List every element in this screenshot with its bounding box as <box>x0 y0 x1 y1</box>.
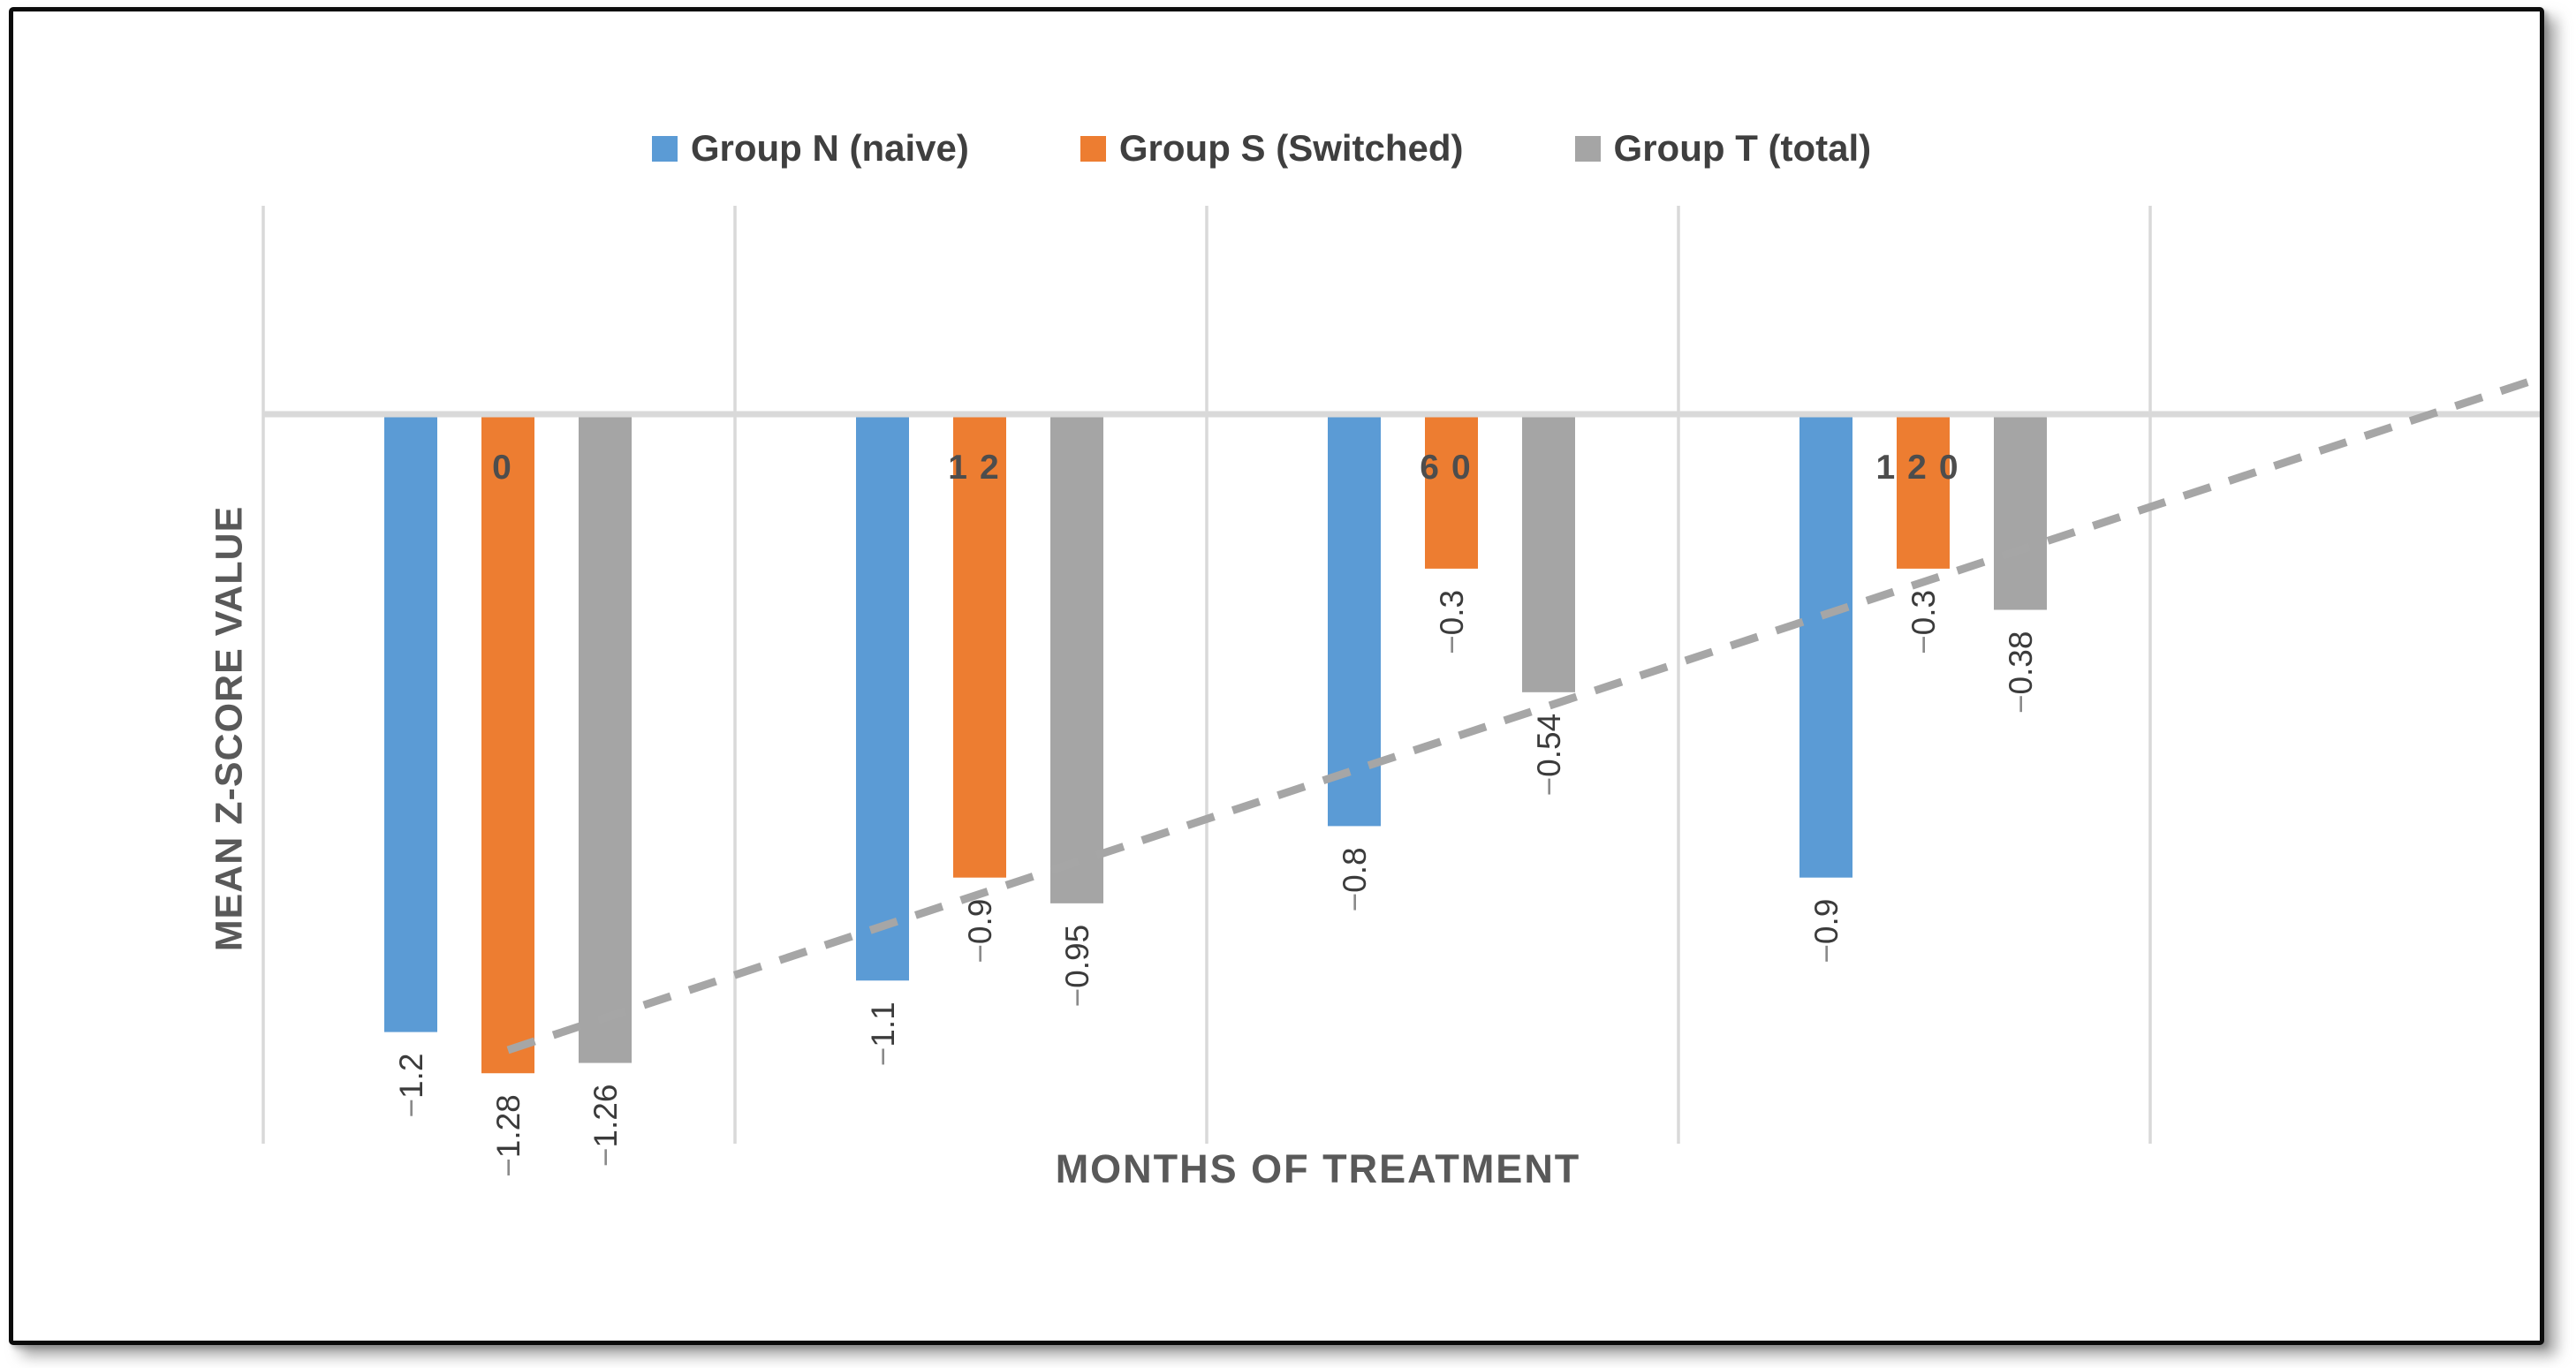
value-label-series1-cat60: −0.8 <box>1337 847 1373 911</box>
value-label-series3-cat120: −0.38 <box>2003 631 2039 714</box>
bar-series2-cat60 <box>1425 414 1478 569</box>
value-label-series1-cat120: −0.9 <box>1808 899 1845 964</box>
legend-label: Group S (Switched) <box>1118 127 1464 169</box>
bar-series2-cat120 <box>1897 414 1950 569</box>
bar-series1-cat60 <box>1328 414 1381 827</box>
legend-label: Group T (total) <box>1613 127 1872 169</box>
legend-item-group-s-switched: Group S (Switched) <box>1080 127 1464 170</box>
category-label-60: 60 <box>1420 449 1482 487</box>
value-label-series1-cat12: −1.1 <box>865 1001 901 1066</box>
bar-series2-cat0 <box>481 414 534 1074</box>
bar-series3-cat0 <box>579 414 632 1063</box>
bar-series3-cat120 <box>1994 414 2047 610</box>
legend-item-group-n-naive: Group N (naive) <box>651 127 969 170</box>
value-label-series2-cat12: −0.9 <box>962 899 998 964</box>
value-label-series2-cat0: −1.28 <box>490 1094 527 1177</box>
bar-series1-cat120 <box>1799 414 1852 878</box>
bar-series3-cat12 <box>1050 414 1103 903</box>
x-axis-title: MONTHS OF TREATMENT <box>1055 1146 1581 1191</box>
legend-swatch-icon <box>1080 135 1106 162</box>
value-label-series1-cat0: −1.2 <box>393 1054 429 1118</box>
category-label-0: 0 <box>492 449 524 487</box>
bar-series1-cat12 <box>856 414 909 981</box>
bar-series2-cat12 <box>953 414 1006 878</box>
chart-legend: Group N (naive) Group S (Switched) Group T… <box>0 127 2523 170</box>
value-label-series2-cat120: −0.3 <box>1905 590 1942 654</box>
bar-series1-cat0 <box>384 414 437 1032</box>
value-label-series3-cat0: −1.26 <box>587 1085 624 1168</box>
bar-series3-cat60 <box>1522 414 1575 692</box>
trendline-dashed <box>506 374 2542 1054</box>
category-label-120: 120 <box>1875 449 1970 487</box>
legend-item-group-t-total: Group T (total) <box>1574 127 1872 170</box>
value-label-series3-cat60: −0.54 <box>1531 714 1567 797</box>
value-label-series3-cat12: −0.95 <box>1059 925 1095 1008</box>
legend-swatch-icon <box>1574 135 1601 162</box>
legend-swatch-icon <box>651 135 678 162</box>
category-label-12: 12 <box>948 449 1011 487</box>
legend-label: Group N (naive) <box>690 127 969 169</box>
value-label-series2-cat60: −0.3 <box>1434 590 1470 654</box>
y-axis-title: MEAN Z-SCORE VALUE <box>208 505 251 952</box>
